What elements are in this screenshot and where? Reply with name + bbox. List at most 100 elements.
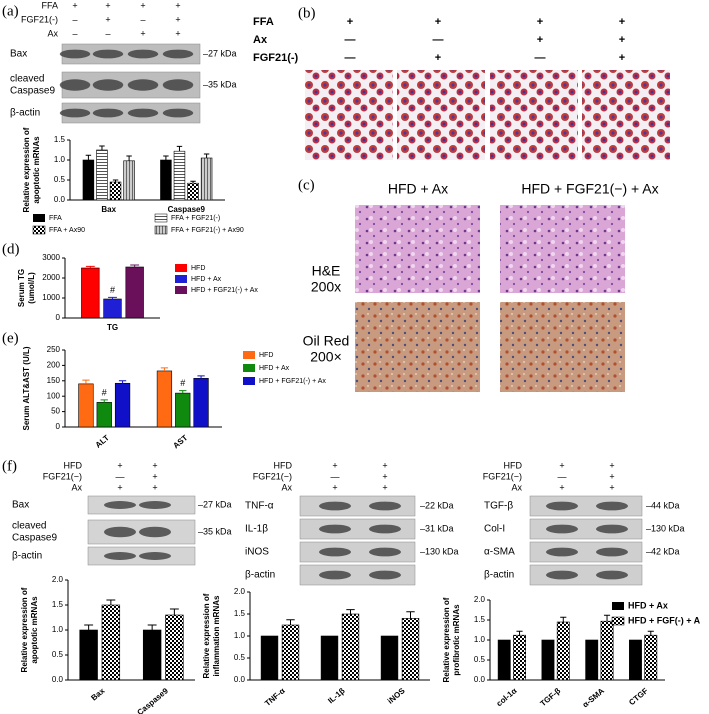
blot-size: –22 kDa <box>420 500 454 510</box>
legend-swatch <box>33 214 45 222</box>
bar <box>78 383 94 428</box>
error-bar <box>108 296 117 299</box>
micrograph <box>355 302 480 392</box>
error-bar <box>179 390 187 394</box>
error-bar <box>118 380 127 384</box>
x-tick-label: IL-1β <box>326 686 347 705</box>
legend-label: HFD + FGF21(-) + Ax <box>191 287 258 294</box>
y-tick-label: 0.0 <box>54 195 66 204</box>
treatment-sign: + <box>382 471 387 481</box>
treatment-sign: – <box>72 28 77 38</box>
y-axis-label: Relative expression of <box>22 127 31 212</box>
error-bar <box>112 179 119 182</box>
treatment-sign: + <box>435 16 441 28</box>
y-tick-label: 200 <box>47 361 61 370</box>
treatment-sign: + <box>117 460 122 470</box>
y-axis-label: apoptotic mRNAs <box>30 596 39 664</box>
error-bar <box>84 624 94 630</box>
column-header: HFD + FGF21(−) + Ax <box>521 181 658 197</box>
legend-swatch <box>175 286 187 294</box>
bar <box>165 614 184 681</box>
blot-strip <box>529 518 643 540</box>
treatment-sign: + <box>140 0 145 10</box>
blot-size: –130 kDa <box>646 523 685 533</box>
blot-strip <box>299 564 416 586</box>
blot-label: β-actin <box>12 551 42 562</box>
error-bar <box>560 616 567 622</box>
y-axis-label: Serum ALT&AST (U/L) <box>22 346 31 430</box>
blot-size: –27 kDa <box>198 499 232 509</box>
blot-band <box>127 79 159 91</box>
error-bar <box>163 155 169 160</box>
y-tick-label: 0.5 <box>234 653 246 662</box>
legend-label: HFD <box>191 265 205 272</box>
legend-label: HFD + Ax <box>628 600 668 610</box>
treatment-sign: + <box>152 482 157 492</box>
row-label: 200× <box>310 349 342 365</box>
micrograph <box>500 205 625 293</box>
treatment-label: FGF21(-) <box>253 52 299 64</box>
y-tick-label: 1000 <box>42 293 60 302</box>
x-tick-label: TGF-β <box>538 686 562 708</box>
bar <box>193 378 209 428</box>
treatment-sign: — <box>345 34 356 46</box>
blot-band <box>162 49 194 59</box>
blot-label: β-actin <box>245 570 275 581</box>
blot-label: Bax <box>10 49 27 60</box>
bar <box>281 624 300 681</box>
blot-label: cleaved <box>12 521 46 532</box>
blot-label: iNOS <box>245 547 269 558</box>
treatment-sign: + <box>152 471 157 481</box>
x-tick-label: α-SMA <box>581 686 606 709</box>
y-tick-label: 0.5 <box>474 655 486 664</box>
blot-band <box>127 49 159 59</box>
treatment-sign: + <box>559 460 564 470</box>
error-bar <box>286 619 295 625</box>
blot-size: –35 kDa <box>198 526 232 536</box>
treatment-sign: – <box>140 14 145 24</box>
y-tick-label: 2000 <box>42 273 60 282</box>
micrograph <box>397 70 485 160</box>
blot-label: β-actin <box>484 570 514 581</box>
bar <box>556 621 570 681</box>
treatment-label: FGF21(−) <box>483 471 522 481</box>
treatment-sign: + <box>382 460 387 470</box>
blot-band <box>319 501 351 511</box>
y-tick-label: 1.0 <box>54 155 66 164</box>
y-tick-label: 100 <box>47 391 61 400</box>
blot-band <box>139 501 171 509</box>
y-axis-label: inflammation mRNAs <box>212 595 221 676</box>
y-tick-label: 2.0 <box>52 575 64 584</box>
treatment-sign: + <box>175 28 180 38</box>
treatment-sign: — <box>345 52 356 64</box>
treatment-label: HFD <box>504 460 523 470</box>
significance-mark: # <box>102 387 107 397</box>
legend-label: HFD + Ax <box>191 276 222 283</box>
blot-size: –44 kDa <box>646 500 680 510</box>
blot-band <box>546 501 578 511</box>
y-axis-label: (umol/L) <box>27 272 36 304</box>
treatment-sign: + <box>72 0 77 10</box>
error-bar <box>190 180 196 184</box>
blot-label: TGF-β <box>484 501 513 512</box>
bar <box>96 402 112 428</box>
error-bar <box>197 375 205 379</box>
treatment-sign: – <box>105 28 110 38</box>
x-tick-label: Bax <box>101 205 116 214</box>
treatment-sign: + <box>619 34 625 46</box>
error-bar <box>647 630 654 636</box>
bar <box>513 634 526 681</box>
treatment-sign: + <box>619 52 625 64</box>
legend-swatch <box>154 225 168 235</box>
blot-band <box>127 108 159 118</box>
blot-band <box>546 547 578 557</box>
y-axis-label: Serum TG <box>17 269 26 307</box>
error-bar <box>100 399 108 403</box>
blot-band <box>59 108 91 118</box>
y-tick-label: 0 <box>56 313 61 322</box>
x-tick-label: Bax <box>89 686 106 703</box>
panel-label: (b) <box>298 5 316 21</box>
blot-band <box>319 524 351 534</box>
error-bar <box>346 609 355 614</box>
